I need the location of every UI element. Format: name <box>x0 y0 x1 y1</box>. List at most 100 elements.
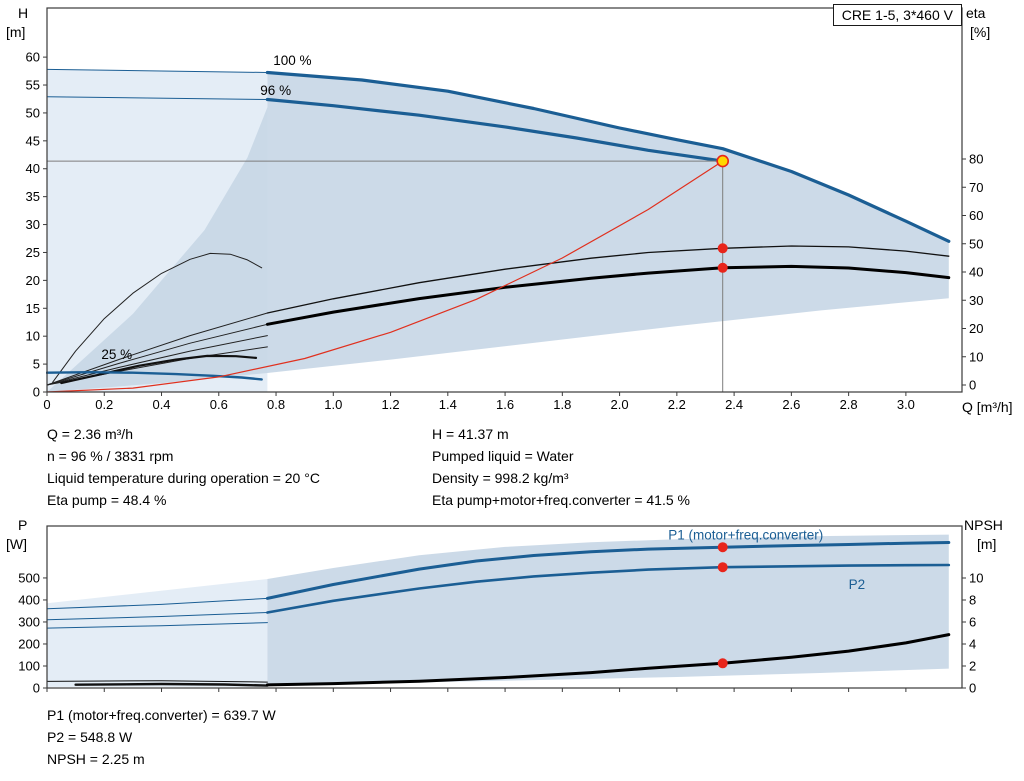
eta-fan-3 <box>46 335 268 386</box>
eta-total-curve <box>265 264 951 326</box>
x-tick-label: 1.8 <box>553 397 571 412</box>
p-axis-unit: [W] <box>6 536 27 552</box>
eta-fan-2 <box>46 323 268 386</box>
result-flow: Q = 2.36 m³/h <box>47 426 133 442</box>
y-tick-label: 400 <box>18 592 40 607</box>
y-tick-label: 20 <box>969 321 983 336</box>
y-tick-label: 30 <box>26 217 40 232</box>
system-curve <box>46 160 724 392</box>
npsh-point <box>717 658 728 669</box>
q-axis-title: Q [m³/h] <box>962 399 1013 415</box>
x-tick-label: 0.4 <box>152 397 170 412</box>
y-tick-label: 10 <box>969 349 983 364</box>
eta-pump-curve <box>266 245 950 314</box>
envelope-pale-2 <box>47 579 268 687</box>
qh-eta-chart: 0 0.2 0.4 0.6 0.8 1.0 1.2 1.4 1.6 1.8 2.0 2.2 2.4 2.6… <box>26 7 983 412</box>
curve-96 <box>265 97 725 163</box>
y-tick-label: 8 <box>969 593 976 608</box>
y-tick-label: 0 <box>969 681 976 696</box>
y-tick-label: 0 <box>969 378 976 393</box>
curve-96-ext <box>46 96 268 100</box>
curve-25 <box>46 371 263 381</box>
result-block-bottom: P1 (motor+freq.converter) = 639.7 W P2 =… <box>47 704 276 770</box>
p1-curve <box>265 541 951 600</box>
eta-axis-unit: [%] <box>970 24 991 40</box>
y-tick-label: 25 <box>26 245 40 260</box>
p-ext-3 <box>46 622 268 629</box>
curve-100 <box>265 70 951 243</box>
y-tick-label: 0 <box>33 681 40 696</box>
x-tick-label: 2.8 <box>840 397 858 412</box>
npsh-curve <box>265 633 951 687</box>
eta-total-25 <box>60 354 258 385</box>
y-tick-label: 30 <box>969 293 983 308</box>
y-tick-label: 60 <box>969 208 983 223</box>
x-tick-label: 0.2 <box>95 397 113 412</box>
result-temperature: Liquid temperature during operation = 20… <box>47 470 320 486</box>
p-25-curve <box>74 682 269 687</box>
result-p1: P1 (motor+freq.converter) = 639.7 W <box>47 707 276 723</box>
y-tick-label: 60 <box>26 50 40 65</box>
result-p2: P2 = 548.8 W <box>47 729 133 745</box>
x-tick-label: 2.2 <box>668 397 686 412</box>
y-tick-label: 80 <box>969 152 983 167</box>
result-block-left: Q = 2.36 m³/h n = 96 % / 3831 rpm Liquid… <box>47 423 320 511</box>
result-eta-total: Eta pump+motor+freq.converter = 41.5 % <box>432 492 690 508</box>
y-tick-label: 40 <box>26 161 40 176</box>
npsh-axis-unit: [m] <box>977 536 997 552</box>
p1-ext <box>46 597 268 610</box>
power-npsh-chart-frame <box>46 525 963 689</box>
p-25-thin <box>46 680 268 683</box>
y-tick-label: 4 <box>969 637 976 652</box>
result-npsh: NPSH = 2.25 m <box>47 751 145 767</box>
y-tick-label: 500 <box>18 570 40 585</box>
result-block-right: H = 41.37 m Pumped liquid = Water Densit… <box>432 423 690 511</box>
y-tick-label: 100 <box>18 658 40 673</box>
label-speed-25: 25 % <box>101 347 132 362</box>
eta-pump-25-arc <box>52 252 263 383</box>
y-tick-label: 40 <box>969 265 983 280</box>
p2-ext <box>46 612 268 621</box>
x-tick-label: 0 <box>43 397 50 412</box>
p-axis-title: P <box>18 517 28 533</box>
label-speed-96: 96 % <box>260 83 291 98</box>
y-tick-label: 45 <box>26 133 40 148</box>
result-density: Density = 998.2 kg/m³ <box>432 470 569 486</box>
envelope-main-2 <box>267 534 949 686</box>
y-tick-label: 6 <box>969 615 976 630</box>
x-tick-label: 3.0 <box>897 397 915 412</box>
x-tick-label: 1.0 <box>324 397 342 412</box>
h-axis-title: H <box>18 5 29 21</box>
y-tick-label: 10 <box>969 571 983 586</box>
label-p1: P1 (motor+freq.converter) <box>668 528 823 543</box>
x-tick-label: 1.6 <box>496 397 514 412</box>
p2-point <box>717 562 728 573</box>
y-tick-label: 35 <box>26 189 40 204</box>
y-tick-label: 55 <box>26 78 40 93</box>
x-tick-label: 2.4 <box>725 397 743 412</box>
label-speed-100: 100 % <box>273 53 311 68</box>
qh-eta-chart-frame <box>46 7 963 393</box>
p2-curve <box>266 563 951 614</box>
y-tick-label: 2 <box>969 659 976 674</box>
eta-pump-point <box>717 243 728 254</box>
y-tick-label: 70 <box>969 180 983 195</box>
y-tick-label: 5 <box>33 357 40 372</box>
y-tick-label: 15 <box>26 301 40 316</box>
result-eta-pump: Eta pump = 48.4 % <box>47 492 167 508</box>
x-tick-label: 2.6 <box>782 397 800 412</box>
y-tick-label: 0 <box>33 385 40 400</box>
x-tick-label: 2.0 <box>611 397 629 412</box>
pump-model-badge: CRE 1-5, 3*460 V <box>832 4 962 26</box>
curve-100-ext <box>46 68 268 73</box>
power-npsh-chart: 0 100 200 300 400 500 0 2 4 6 8 10 P1 (motor+freq.co… <box>18 525 983 696</box>
npsh-axis-title: NPSH <box>964 517 1003 533</box>
x-tick-label: 0.6 <box>210 397 228 412</box>
duty-point[interactable] <box>716 154 730 168</box>
p1-point <box>717 542 728 553</box>
result-head: H = 41.37 m <box>432 426 509 442</box>
label-p2: P2 <box>849 577 866 592</box>
y-tick-label: 20 <box>26 273 40 288</box>
